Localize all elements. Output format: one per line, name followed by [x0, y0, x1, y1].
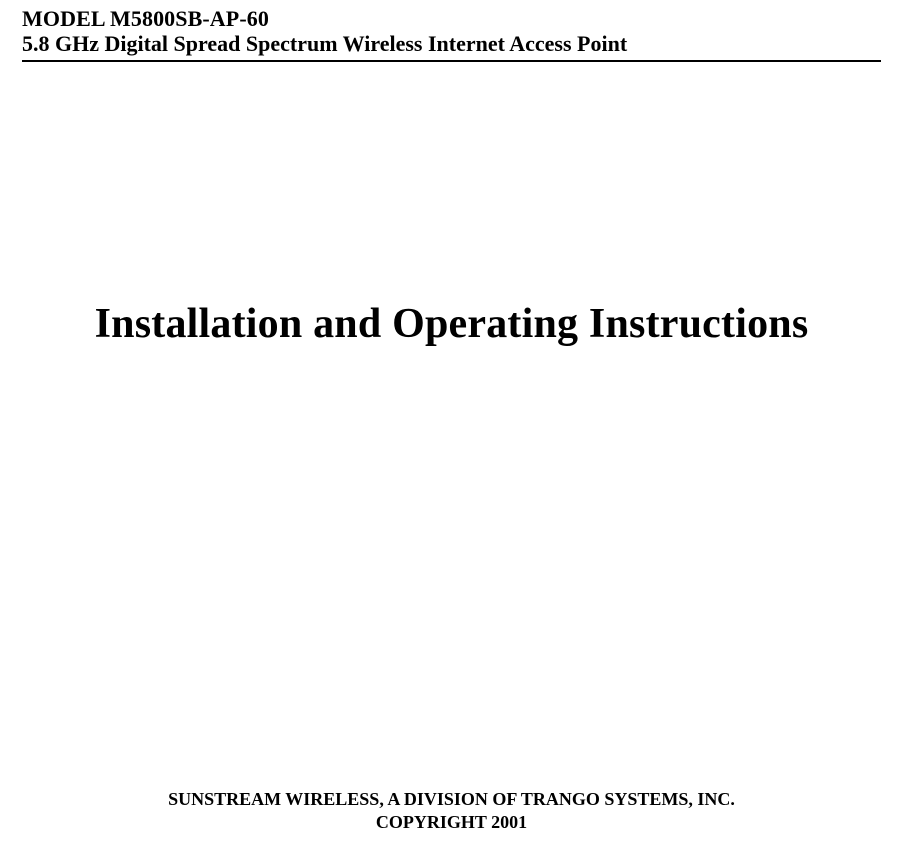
document-footer: SUNSTREAM WIRELESS, A DIVISION OF TRANGO… — [22, 788, 881, 851]
model-number: MODEL M5800SB-AP-60 — [22, 6, 881, 31]
product-subtitle: 5.8 GHz Digital Spread Spectrum Wireless… — [22, 31, 881, 57]
copyright-notice: COPYRIGHT 2001 — [22, 811, 881, 834]
company-name: SUNSTREAM WIRELESS, A DIVISION OF TRANGO… — [22, 788, 881, 811]
document-page: MODEL M5800SB-AP-60 5.8 GHz Digital Spre… — [0, 0, 903, 851]
document-title: Installation and Operating Instructions — [22, 300, 881, 348]
header-divider — [22, 60, 881, 62]
document-header: MODEL M5800SB-AP-60 5.8 GHz Digital Spre… — [22, 0, 881, 62]
